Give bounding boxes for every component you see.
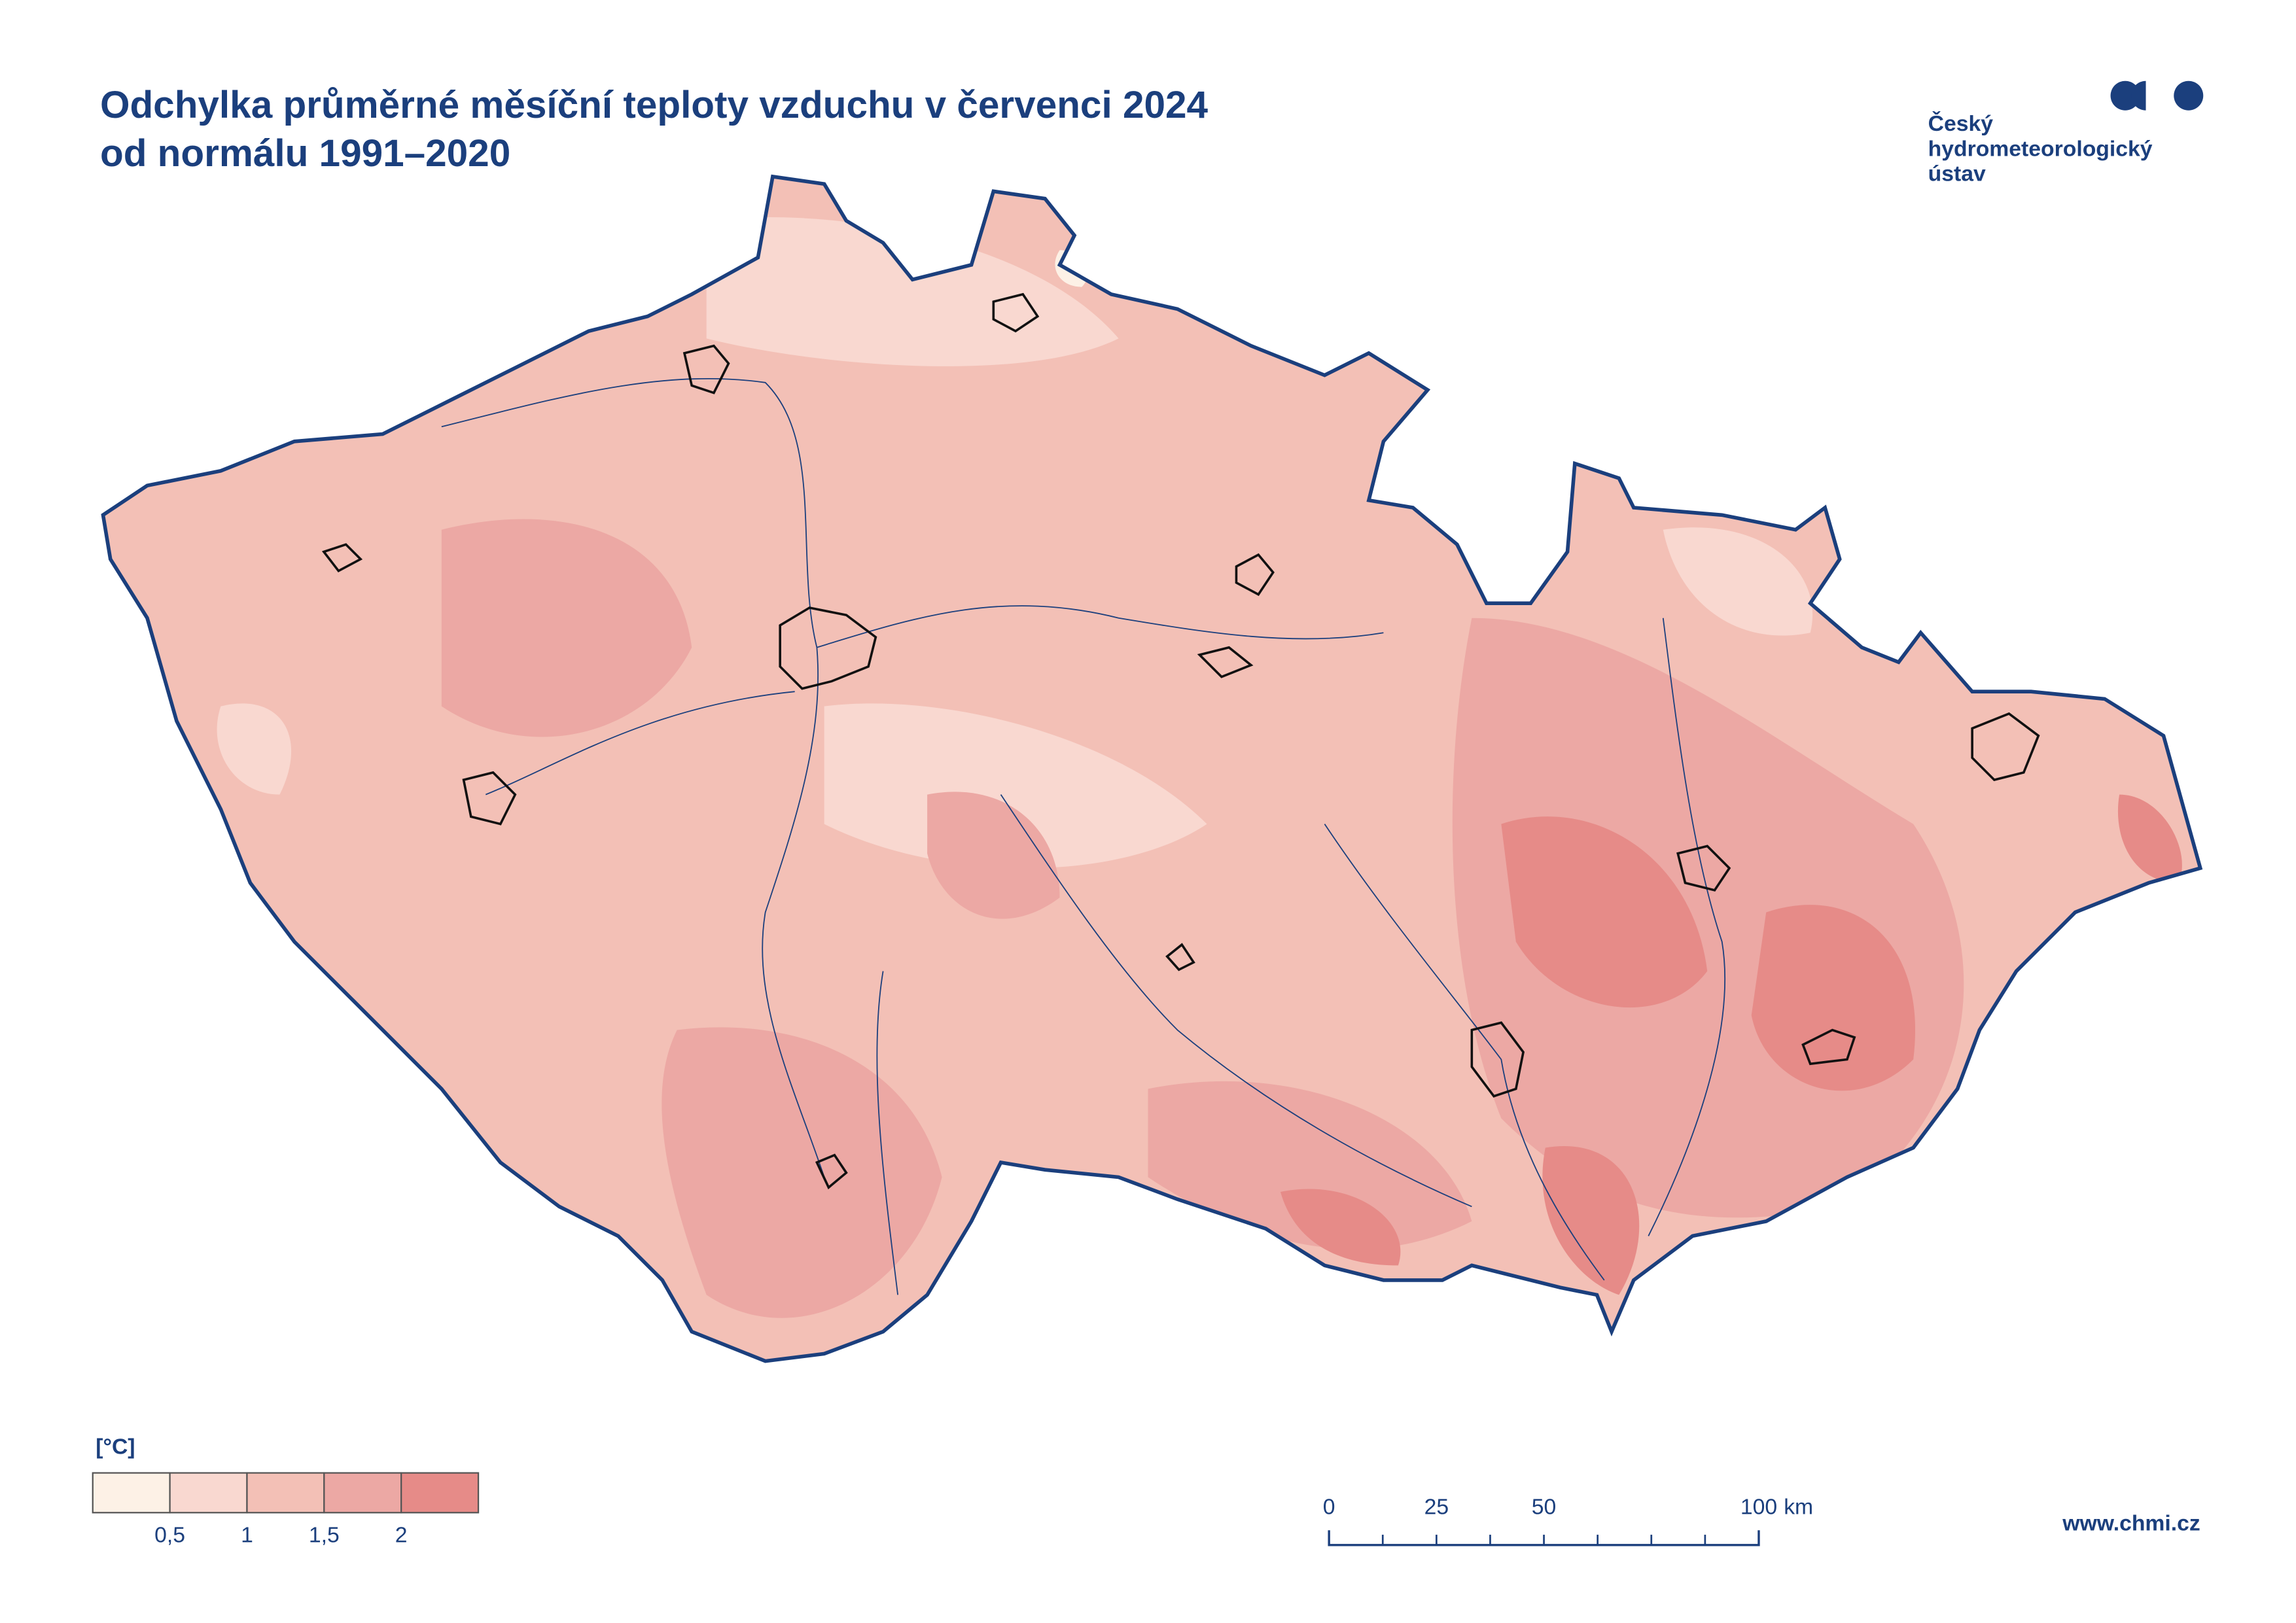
field-blob: [217, 703, 292, 795]
logo-dot: [2174, 80, 2204, 111]
legend-swatch: [400, 1472, 480, 1514]
field-blob: [1751, 905, 1916, 1091]
scale-label: 0: [1323, 1495, 1335, 1520]
scale-label: 25: [1424, 1495, 1449, 1520]
field-blobs: [217, 217, 2182, 1318]
field-blob: [2117, 794, 2182, 883]
river: [1648, 618, 1726, 1236]
logo-text: ústav: [1928, 162, 1986, 186]
field-blob: [706, 217, 1119, 366]
river: [441, 377, 825, 1178]
logo-text: Český: [1928, 111, 1994, 136]
city-outline: [1971, 712, 2040, 782]
title-line: od normálu 1991–2020: [100, 132, 510, 175]
legend: [°C] 0,5 1 1,5 2: [92, 1434, 480, 1547]
scale-bar: 0 25 50 100 km: [1323, 1495, 1813, 1546]
city-outline: [1676, 845, 1731, 892]
city-outline: [992, 292, 1040, 333]
city-outline: [815, 1153, 848, 1190]
river: [485, 691, 795, 795]
scale-label: 100: [1740, 1495, 1777, 1520]
website: www.chmi.cz: [2062, 1510, 2200, 1535]
logo-dot: [2110, 80, 2140, 111]
title-line: Odchylka průměrné měsíční teploty vzduch…: [100, 84, 1209, 126]
river: [876, 971, 899, 1295]
city-outline: [682, 344, 730, 394]
logo-text: hydrometeorologický: [1928, 136, 2153, 161]
city-outline: [1165, 943, 1195, 971]
city-outline: [779, 606, 877, 690]
river: [1000, 794, 1472, 1208]
city-outline: [1197, 646, 1254, 678]
field-blob: [927, 792, 1060, 919]
field-blob: [1663, 527, 1813, 636]
legend-swatch: [92, 1472, 171, 1514]
legend-label: 2: [395, 1522, 408, 1547]
field-blob: [1501, 816, 1708, 1008]
field-blob: [1280, 1189, 1401, 1266]
field-blob: [1542, 1145, 1640, 1295]
city-outline: [1801, 1028, 1856, 1066]
logo-dot: [2131, 80, 2146, 111]
legend-swatch: [169, 1472, 248, 1514]
legend-label: 0,5: [154, 1522, 185, 1547]
scale-unit: km: [1784, 1495, 1813, 1520]
river: [1324, 824, 1605, 1281]
city-outline: [321, 543, 363, 573]
rivers: [441, 377, 1726, 1295]
city-outline: [1470, 1021, 1525, 1098]
field-blob: [441, 519, 692, 737]
cities: [321, 292, 2040, 1190]
field-blob: [824, 703, 1207, 869]
legend-unit: [°C]: [96, 1434, 135, 1459]
field-blob: [662, 1027, 942, 1318]
legend-swatch: [246, 1472, 325, 1514]
city-outline: [1235, 553, 1275, 597]
field-blob: [1148, 1081, 1472, 1249]
river: [817, 605, 1384, 648]
city-outline: [462, 771, 517, 826]
legend-label: 1: [241, 1522, 253, 1547]
logo: Český hydrometeorologický ústav: [1928, 80, 2204, 186]
legend-label: 1,5: [309, 1522, 340, 1547]
legend-swatch: [323, 1472, 402, 1514]
scale-label: 50: [1532, 1495, 1557, 1520]
